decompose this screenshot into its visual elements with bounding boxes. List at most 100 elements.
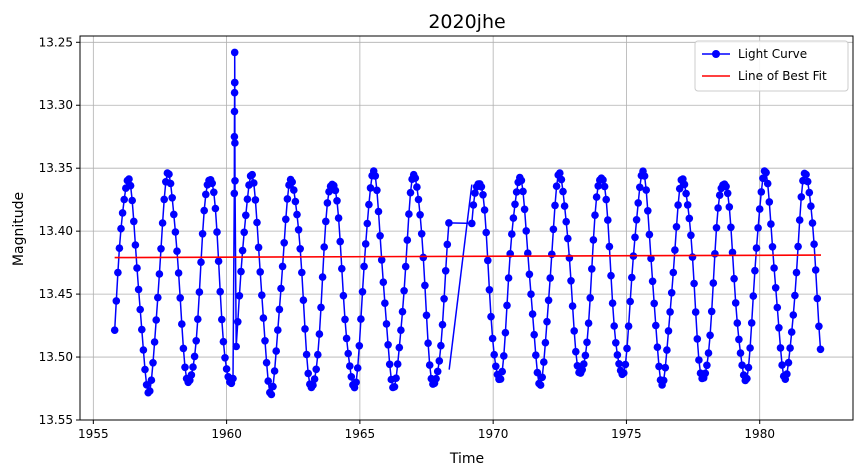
light-curve-point xyxy=(238,246,247,255)
light-curve-point xyxy=(749,292,758,300)
light-curve-point xyxy=(192,337,200,345)
light-curve-point xyxy=(272,347,281,355)
light-curve-point xyxy=(333,197,341,205)
light-curve-point xyxy=(562,217,570,226)
light-curve-point xyxy=(435,357,444,365)
light-curve-point xyxy=(792,268,801,277)
light-curve-point xyxy=(501,328,510,337)
light-curve-point xyxy=(179,344,188,353)
light-curve-point xyxy=(594,182,602,190)
chart-title: 2020jhe xyxy=(428,11,505,33)
light-curve-point xyxy=(583,338,591,347)
light-curve-point xyxy=(794,242,802,251)
light-curve-point xyxy=(805,188,814,197)
x-tick-label: 1960 xyxy=(211,427,242,441)
light-curve-point xyxy=(757,188,766,196)
light-curve-point xyxy=(218,315,226,324)
light-curve-point xyxy=(533,368,542,377)
light-curve-point xyxy=(385,360,394,369)
light-curve-point xyxy=(174,269,183,277)
light-curve-point xyxy=(655,362,663,371)
light-curve-point xyxy=(134,285,143,294)
light-curve-point xyxy=(631,233,639,242)
light-curve-point xyxy=(317,303,325,312)
light-curve-point xyxy=(568,302,577,310)
light-curve-point xyxy=(230,88,239,97)
light-curve-point xyxy=(405,210,413,218)
light-curve-point xyxy=(194,315,202,324)
light-curve-point xyxy=(110,326,119,335)
light-curve-point xyxy=(623,344,631,353)
light-curve-point xyxy=(115,244,124,252)
light-curve-point xyxy=(222,365,231,373)
light-curve-point xyxy=(280,239,289,247)
light-curve-point xyxy=(395,343,404,352)
light-curve-point xyxy=(747,319,756,327)
x-axis-label: Time xyxy=(449,451,484,467)
light-curve-point xyxy=(538,373,546,382)
light-curve-point xyxy=(586,294,594,302)
light-curve-point xyxy=(314,350,322,359)
light-curve-point xyxy=(519,187,527,196)
light-curve-point xyxy=(445,219,453,227)
light-curve-point xyxy=(126,181,135,190)
light-curve-point xyxy=(384,341,392,349)
light-curve-point xyxy=(208,179,216,188)
light-curve-point xyxy=(659,376,668,385)
light-curve-point xyxy=(669,268,678,277)
light-curve-point xyxy=(640,172,649,180)
light-curve-point xyxy=(664,327,673,335)
light-curve-point xyxy=(413,183,421,191)
light-curve-point xyxy=(339,291,348,300)
light-curve-point xyxy=(230,107,239,116)
light-curve-point xyxy=(492,362,500,371)
y-tick-label: 13.50 xyxy=(39,350,73,364)
light-curve-point xyxy=(648,277,657,286)
light-curve-point xyxy=(645,230,654,239)
light-curve-point xyxy=(310,375,319,383)
light-curve-point xyxy=(559,187,567,196)
light-curve-point xyxy=(336,237,345,246)
light-curve-point xyxy=(258,291,266,300)
light-curve-point xyxy=(353,364,362,372)
x-tick-label: 1955 xyxy=(78,427,109,441)
light-curve-gap-line xyxy=(448,184,473,370)
plot-area xyxy=(110,48,825,399)
light-curve-point xyxy=(791,291,799,300)
legend-light-curve-label: Light Curve xyxy=(738,47,807,61)
light-curve-point xyxy=(250,179,258,187)
light-curve-point xyxy=(323,199,332,207)
light-curve-point xyxy=(312,365,321,374)
light-curve-point xyxy=(752,244,761,252)
light-curve-point xyxy=(714,204,722,212)
plot-frame xyxy=(79,35,854,421)
light-curve-point xyxy=(687,231,695,240)
light-curve-point xyxy=(482,228,491,237)
light-curve-point xyxy=(730,274,738,283)
light-curve-point xyxy=(432,374,440,383)
light-curve-point xyxy=(253,218,261,227)
light-curve-point xyxy=(173,247,181,255)
light-curve-point xyxy=(270,367,279,375)
light-curve-point xyxy=(541,338,550,347)
light-curve-point xyxy=(543,317,551,326)
light-curve-point xyxy=(149,359,157,367)
light-curve-point xyxy=(251,196,260,204)
light-curve-point xyxy=(808,219,817,227)
light-curve-point xyxy=(298,268,306,277)
light-curve-point xyxy=(197,258,205,267)
light-curve-point xyxy=(293,210,301,219)
light-curve-point xyxy=(361,240,370,248)
light-curve-point xyxy=(498,367,507,376)
light-curve-point xyxy=(581,351,590,360)
light-curve-point xyxy=(512,188,521,196)
light-curve-point xyxy=(712,224,721,232)
light-curve-point xyxy=(301,325,309,333)
light-curve-point xyxy=(190,352,199,361)
y-tick-label: 13.45 xyxy=(39,287,73,301)
light-curve-point xyxy=(570,327,578,335)
light-curve-point xyxy=(560,202,569,210)
light-curve-point xyxy=(733,319,742,327)
light-curve-point xyxy=(338,264,346,273)
light-curve-point xyxy=(674,201,682,209)
